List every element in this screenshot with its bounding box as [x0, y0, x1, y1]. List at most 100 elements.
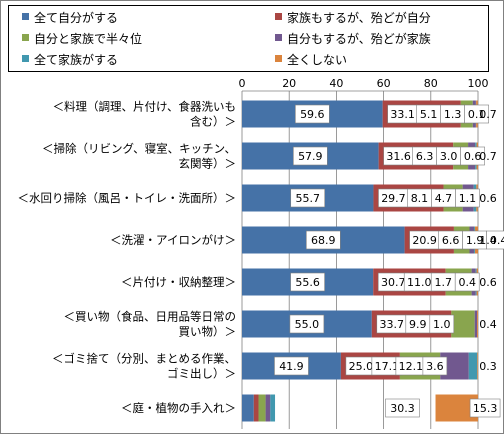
value-label-box-1-1 [295, 104, 330, 124]
category-label-3-1: ＜水回り掃除（風呂・トイレ・洗面所）＞ [18, 191, 237, 205]
value-label-box-6-4 [429, 314, 455, 334]
category-label-2-2: 玄関等）＞ [179, 157, 237, 171]
value-label-3-3: 8.1 [411, 192, 429, 205]
legend-swatch-5 [22, 55, 29, 62]
value-label-7-6: 0.3 [479, 360, 497, 373]
value-label-3-2: 29.7 [381, 192, 406, 205]
value-label-8-1: 30.3 [390, 402, 415, 415]
value-label-4-4: 1.9 [466, 234, 484, 247]
x-tick-label-20: 20 [282, 77, 296, 90]
value-label-box-6-1 [289, 314, 325, 334]
legend-label-5: 全て家族がする [34, 52, 118, 67]
value-label-7-2: 25.0 [349, 360, 374, 373]
bar-segment-8-2 [253, 394, 259, 422]
value-label-3-5: 1.1 [459, 192, 477, 205]
category-label-7-1: ＜ゴミ捨て（分別、まとめる作業、 [52, 352, 236, 366]
legend-label-3: 自分と家族で半々位 [34, 31, 142, 46]
value-label-box-4-1 [306, 230, 341, 250]
value-label-2-2: 31.6 [386, 150, 411, 163]
value-label-4-3: 6.6 [442, 234, 460, 247]
bar-segment-8-1 [242, 394, 254, 422]
value-label-5-1: 55.6 [295, 276, 320, 289]
value-label-3-4: 4.7 [435, 192, 453, 205]
value-label-1-5: 0.1 [468, 108, 486, 121]
value-label-2-4: 3.0 [440, 150, 458, 163]
category-label-4-1: ＜洗濯・アイロンがけ＞ [110, 233, 236, 247]
x-tick-label-0: 0 [239, 77, 246, 90]
bar-segment-8-4 [265, 394, 271, 422]
category-label-5-1: ＜片付け・収納整理＞ [121, 275, 236, 289]
legend-swatch-1 [22, 13, 29, 20]
value-label-box-2-5 [460, 146, 485, 166]
value-label-box-4-5 [486, 230, 504, 250]
value-label-4-6: 1.4 [479, 234, 497, 247]
bar-segment-7-5 [468, 352, 478, 380]
value-label-6-3: 9.9 [409, 318, 427, 331]
bar-segment-7-6 [477, 352, 478, 380]
x-tick-label-40: 40 [329, 77, 343, 90]
value-label-1-6: 0.7 [479, 108, 497, 121]
value-label-1-2: 33.1 [390, 108, 415, 121]
x-tick-label-100: 100 [468, 77, 489, 90]
bar-segment-6-6 [477, 310, 478, 338]
value-label-box-5-1 [290, 272, 325, 292]
value-label-box-3-1 [290, 188, 326, 208]
x-tick-label-60: 60 [377, 77, 391, 90]
legend-label-6: 全くしない [287, 52, 347, 67]
value-label-1-4: 1.3 [444, 108, 462, 121]
category-label-6-1: ＜買い物（食品、日用品等日常の [64, 310, 237, 324]
bar-segment-6-3 [451, 310, 475, 338]
category-label-2-1: ＜掃除（リビング、寝室、キッチン、 [42, 142, 236, 156]
value-label-6-4: 1.0 [433, 318, 451, 331]
value-label-7-3: 17.1 [375, 360, 400, 373]
bar-segment-6-4 [474, 310, 478, 338]
value-label-5-2: 30.7 [381, 276, 406, 289]
x-tick-label-80: 80 [424, 77, 438, 90]
value-label-7-1: 41.9 [279, 360, 304, 373]
value-label-box-8-1 [385, 398, 420, 418]
value-label-5-6: 0.6 [479, 276, 497, 289]
legend-box [8, 5, 489, 72]
category-label-7-2: ゴミ出し）＞ [167, 367, 236, 381]
value-label-box-5-5 [454, 272, 480, 292]
bar-row-8: ＜庭・植物の手入れ＞30.315.311.77.16.329.3 [121, 394, 501, 422]
value-label-6-6: 0.4 [479, 318, 497, 331]
value-label-box-7-5 [422, 356, 448, 376]
bar-row-4: ＜洗濯・アイロンがけ＞ 68.9 20.9 6.6 1.9 0.41.4 [110, 226, 504, 254]
bar-row-2: ＜掃除（リビング、寝室、キッチン、玄関等）＞ 57.9 31.6 6.3 3.0 0.60… [42, 142, 497, 171]
value-label-5-5: 0.4 [458, 276, 476, 289]
value-label-box-1-5 [464, 104, 489, 124]
bar-segment-8-3 [258, 394, 266, 422]
category-label-1-1: ＜料理（調理、片付け、食器洗いも [53, 100, 236, 114]
value-label-5-4: 1.7 [434, 276, 452, 289]
value-label-7-5: 3.6 [426, 360, 444, 373]
legend-label-4: 自分もするが、殆どが家族 [287, 31, 431, 46]
value-label-3-1: 55.7 [295, 192, 320, 205]
value-label-2-5: 0.6 [464, 150, 482, 163]
value-label-1-1: 59.6 [300, 108, 325, 121]
legend-label-2: 家族もするが、殆どが自分 [287, 10, 431, 25]
value-label-6-1: 55.0 [295, 318, 320, 331]
value-label-8-2: 15.3 [473, 402, 498, 415]
value-label-box-8-2 [469, 398, 501, 418]
bar-row-3: ＜水回り掃除（風呂・トイレ・洗面所）＞ 55.7 29.7 8.1 4.7 1.1 0.6 [18, 184, 497, 212]
value-label-box-2-1 [293, 146, 328, 166]
category-label-6-2: 買い物）＞ [179, 325, 237, 339]
value-label-6-2: 33.7 [380, 318, 405, 331]
value-label-7-4: 12.1 [399, 360, 424, 373]
bar-segment-8-5 [270, 394, 276, 422]
legend-label-1: 全て自分がする [34, 10, 118, 25]
value-label-2-6: 0.7 [479, 150, 497, 163]
legend-swatch-6 [275, 55, 282, 62]
legend-swatch-2 [275, 13, 282, 20]
category-label-1-2: 含む）＞ [190, 115, 236, 129]
value-label-4-2: 20.9 [412, 234, 437, 247]
legend-swatch-3 [22, 34, 29, 41]
value-label-5-3: 11.0 [407, 276, 432, 289]
value-label-4-1: 68.9 [311, 234, 336, 247]
